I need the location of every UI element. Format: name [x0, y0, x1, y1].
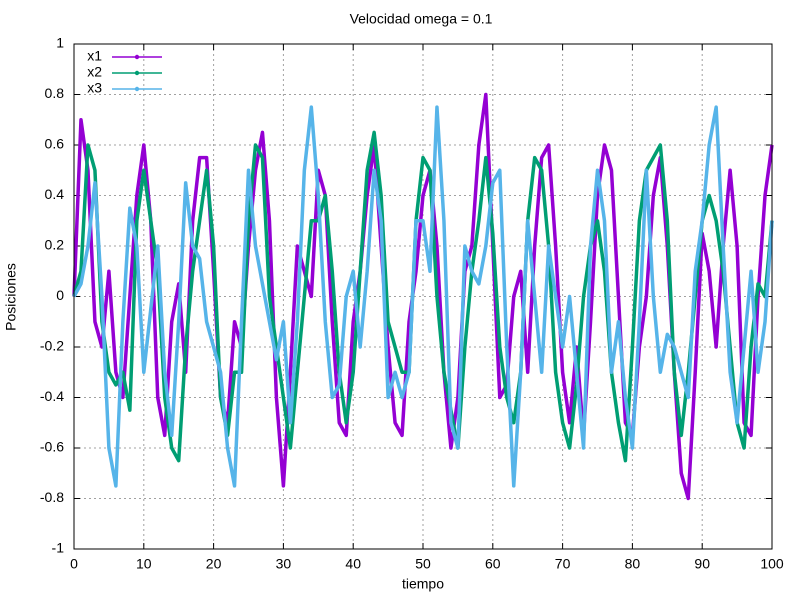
x-tick-label: 10	[136, 556, 152, 572]
legend-label: x3	[87, 80, 102, 96]
series-line	[72, 130, 774, 463]
y-tick-label: 0.8	[45, 85, 65, 101]
x-tick-label: 40	[345, 556, 361, 572]
legend-marker	[134, 86, 140, 92]
legend-marker	[134, 54, 140, 60]
y-axis-label: Posiciones	[3, 263, 19, 331]
series-line	[72, 92, 774, 501]
x-tick-label: 50	[415, 556, 431, 572]
y-tick-label: -0.2	[40, 338, 64, 354]
y-tick-label: 1	[56, 35, 64, 51]
x-tick-label: 100	[760, 556, 784, 572]
plot-border	[73, 43, 773, 550]
y-tick-label: 0.2	[45, 237, 65, 253]
y-tick-label: -0.6	[40, 439, 64, 455]
y-tick-label: 0	[56, 287, 64, 303]
x-tick-label: 30	[276, 556, 292, 572]
x-tick-label: 60	[485, 556, 501, 572]
x-axis-label: tiempo	[402, 576, 444, 592]
legend-label: x1	[87, 48, 102, 64]
y-tick-label: -1	[52, 540, 65, 556]
x-tick-label: 80	[625, 556, 641, 572]
y-tick-label: -0.8	[40, 489, 64, 505]
x-tick-label: 90	[694, 556, 710, 572]
series-line	[72, 105, 774, 488]
x-tick-label: 20	[206, 556, 222, 572]
chart-title: Velocidad omega = 0.1	[350, 11, 493, 27]
x-tick-label: 0	[70, 556, 78, 572]
x-tick-label: 70	[555, 556, 571, 572]
legend-marker	[134, 70, 140, 76]
y-tick-label: -0.4	[40, 388, 64, 404]
y-tick-label: 0.4	[45, 186, 65, 202]
legend-label: x2	[87, 64, 102, 80]
y-tick-label: 0.6	[45, 136, 65, 152]
